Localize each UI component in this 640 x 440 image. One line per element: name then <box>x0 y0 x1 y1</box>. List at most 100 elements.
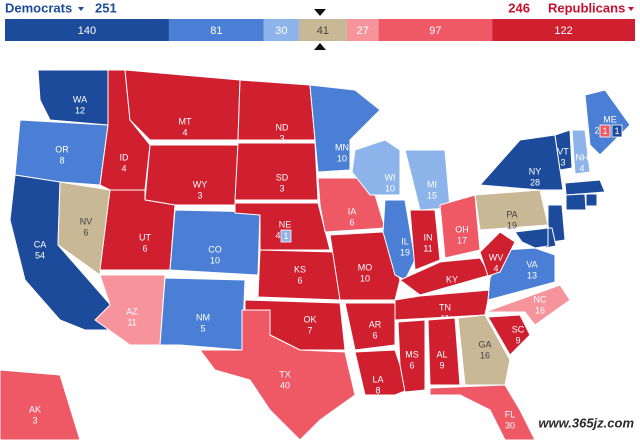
us-map: WA12OR8CA54NV6ID4MT4WY3UT6AZ11CO10NM5ND3… <box>0 69 631 440</box>
rep-total: 246 <box>508 0 530 15</box>
state-abbr: NC <box>534 294 547 304</box>
state[interactable] <box>397 319 426 393</box>
state-abbr: AR <box>369 319 382 329</box>
state-votes: 30 <box>505 420 515 430</box>
state[interactable] <box>351 139 401 196</box>
state-abbr: MI <box>427 179 437 189</box>
state-abbr: CO <box>208 244 222 254</box>
state-votes: 28 <box>530 177 540 187</box>
state[interactable] <box>514 227 549 249</box>
state-votes: 4 <box>182 127 187 137</box>
state-votes: 6 <box>372 330 377 340</box>
bar-segment[interactable] <box>5 19 169 41</box>
state[interactable] <box>344 302 396 351</box>
state-abbr: MO <box>358 262 373 272</box>
state[interactable] <box>585 193 598 207</box>
state[interactable] <box>14 119 109 186</box>
state[interactable] <box>37 69 111 126</box>
state-abbr: MS <box>405 349 419 359</box>
state-votes: 40 <box>280 380 290 390</box>
state-votes: 9 <box>439 360 444 370</box>
state-abbr: FL <box>505 409 516 419</box>
district-votes: 1 <box>602 126 607 136</box>
state[interactable] <box>479 231 516 277</box>
state[interactable] <box>0 369 81 440</box>
state[interactable] <box>144 144 239 206</box>
state-abbr: NH <box>576 152 589 162</box>
state[interactable] <box>329 231 401 301</box>
state-abbr: VA <box>526 259 537 269</box>
state[interactable] <box>94 274 166 346</box>
state-abbr: WV <box>489 252 504 262</box>
state[interactable] <box>169 209 261 276</box>
bar-segment[interactable] <box>492 19 635 41</box>
district-box[interactable] <box>599 124 611 138</box>
state[interactable] <box>439 194 481 259</box>
state[interactable] <box>234 142 319 201</box>
state-votes: 11 <box>423 243 432 253</box>
state[interactable] <box>565 193 587 211</box>
state[interactable] <box>309 84 381 173</box>
state[interactable] <box>409 209 441 271</box>
state-abbr: AL <box>436 349 447 359</box>
state[interactable] <box>394 289 491 321</box>
state[interactable] <box>564 179 606 196</box>
state[interactable] <box>159 277 246 351</box>
state[interactable] <box>99 189 176 271</box>
state-votes: 12 <box>75 105 85 115</box>
state-votes: 10 <box>210 255 220 265</box>
state-votes: 19 <box>400 247 410 257</box>
state-votes: 6 <box>83 227 88 237</box>
state-abbr: AZ <box>126 306 138 316</box>
state-abbr: GA <box>478 339 491 349</box>
dem-label[interactable]: Democrats <box>5 0 72 15</box>
state-votes: 8 <box>375 385 380 395</box>
state-votes: 6 <box>349 217 354 227</box>
dropdown-icon[interactable] <box>628 7 634 11</box>
state[interactable] <box>124 69 241 141</box>
state-votes: 4 <box>275 230 280 240</box>
state-abbr: TX <box>279 369 291 379</box>
state[interactable] <box>484 284 571 326</box>
state[interactable] <box>427 317 461 386</box>
state[interactable] <box>457 314 511 386</box>
bar-segment[interactable] <box>263 19 299 41</box>
state[interactable] <box>571 129 591 175</box>
state[interactable] <box>479 134 564 191</box>
watermark: www.365jz.com <box>538 415 634 430</box>
state-abbr: NE <box>279 219 292 229</box>
dropdown-icon[interactable] <box>78 7 84 11</box>
district-box[interactable] <box>611 124 623 138</box>
segment-label: 122 <box>554 25 572 37</box>
state[interactable] <box>584 89 631 156</box>
bar-segment[interactable] <box>378 19 493 41</box>
seat-bar: 140 81 30 41 27 97 122 <box>5 19 635 41</box>
state[interactable] <box>474 189 549 231</box>
state[interactable] <box>199 309 356 440</box>
midpoint-marker <box>314 43 326 50</box>
district-box[interactable] <box>280 229 292 243</box>
state[interactable] <box>554 129 573 171</box>
state-votes: 8 <box>59 155 64 165</box>
segment-label: 81 <box>210 25 222 37</box>
bar-segment[interactable] <box>168 19 264 41</box>
state-abbr: UT <box>139 232 151 242</box>
segment-label: 97 <box>429 25 441 37</box>
state[interactable] <box>429 384 536 440</box>
rep-label[interactable]: Republicans <box>548 0 625 15</box>
state-votes: 4 <box>493 263 498 273</box>
state[interactable] <box>487 314 531 356</box>
state-abbr: KY <box>446 274 458 284</box>
state-abbr: WI <box>385 172 396 182</box>
state-votes: 2 <box>594 125 599 135</box>
bar-segment[interactable] <box>298 19 347 41</box>
state-votes: 5 <box>200 323 205 333</box>
state-votes: 17 <box>457 235 467 245</box>
state-votes: 19 <box>507 220 517 230</box>
state-abbr: WY <box>193 179 208 189</box>
bar-segment[interactable] <box>346 19 379 41</box>
state-votes: 3 <box>279 183 284 193</box>
state[interactable] <box>404 149 451 211</box>
state-votes: 13 <box>527 270 537 280</box>
